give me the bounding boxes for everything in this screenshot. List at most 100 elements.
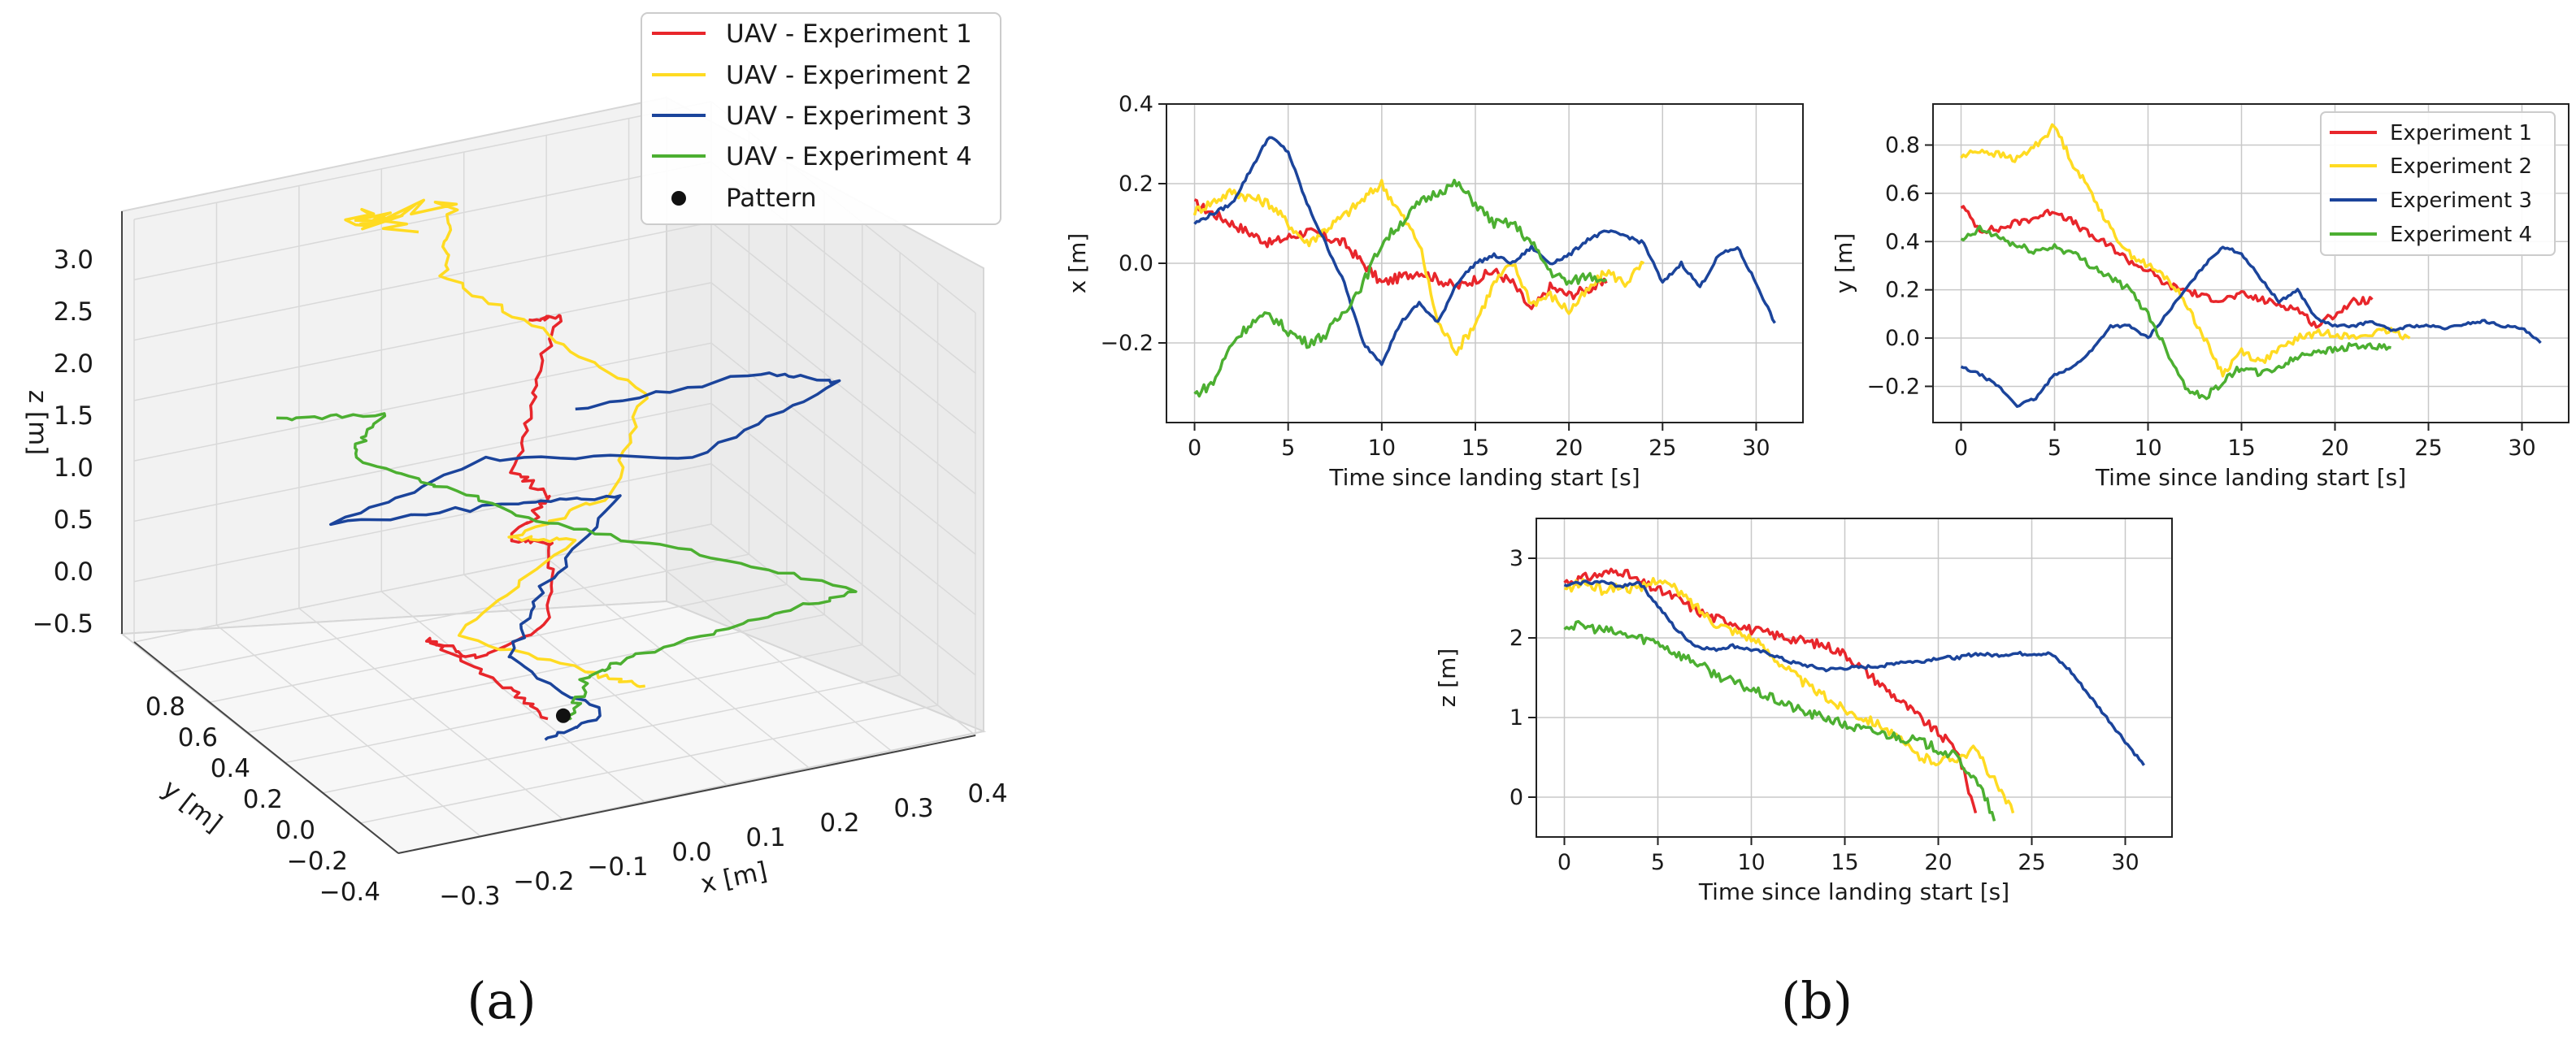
y-tick-label: 1: [1510, 705, 1523, 731]
pattern-marker: [555, 708, 571, 723]
series-line-experiment-3: [1960, 245, 2542, 408]
trajectory-uav---experiment-2: [344, 198, 649, 688]
grid-3d-z: [133, 462, 976, 676]
x-tick-label: 20: [1924, 850, 1952, 875]
grid-3d-z: [133, 342, 976, 555]
legend-y-plot: Experiment 1 Experiment 2 Experiment 3 E…: [2320, 111, 2556, 256]
x-tick-label: 15: [2227, 436, 2255, 461]
plot-frame: [1536, 518, 2173, 838]
grid-3d-z: [133, 402, 976, 616]
z-tick-label: 1.0: [54, 453, 93, 483]
x-axis-label: Time since landing start [s]: [2095, 464, 2406, 491]
x-tick-label: 0.2: [819, 809, 859, 838]
x-tick-label: 0.4: [967, 779, 1007, 809]
y-tick-label: 0.4: [1119, 92, 1153, 117]
y-axis-label: x [m]: [1064, 233, 1091, 294]
y-tick-label: 0.2: [243, 785, 283, 814]
y-tick-label: 0.6: [1885, 181, 1920, 206]
y-axis-line: [133, 641, 399, 854]
x-tick-label: 30: [1742, 436, 1770, 461]
y-tick-label: −0.2: [1100, 331, 1153, 356]
x-tick-label: 5: [1651, 850, 1665, 875]
z-tick-label: 0.0: [54, 557, 93, 587]
y-tick-label: −0.4: [319, 878, 380, 907]
grid-3d-z: [133, 523, 976, 736]
series-line-experiment-1: [1960, 205, 2374, 329]
legend-marker-pattern: [671, 191, 686, 206]
caption-b: (b): [1781, 971, 1853, 1030]
y-tick-label: 0.4: [1885, 229, 1920, 254]
x-tick-label: 0: [1954, 436, 1968, 461]
x-axis-label: Time since landing start [s]: [1698, 878, 2009, 905]
y-tick-label: −0.2: [287, 847, 348, 876]
trajectory-uav---experiment-1: [424, 314, 563, 721]
legend-box: [641, 12, 1001, 225]
legend-label-exp3: UAV - Experiment 3: [726, 102, 972, 131]
y-tick-label: 0.0: [1119, 251, 1153, 276]
series-line-experiment-4: [1563, 619, 1996, 822]
back-pane: [121, 96, 667, 635]
y-tick-label: 0.2: [1119, 171, 1153, 197]
y-tick-label: 0.0: [1885, 326, 1920, 351]
series-line-experiment-3: [1193, 136, 1776, 366]
plot-x-vs-time: 0 5 10 15 20 25 30 −0.2 0.0 0.2 0.4 Time since land…: [1064, 92, 1804, 491]
plot-frame: [1166, 103, 1804, 423]
z-tick-label: 2.5: [54, 297, 93, 327]
x-tick-label: 25: [2414, 436, 2442, 461]
x-tick-label: 20: [2321, 436, 2348, 461]
x-tick-label: 15: [1831, 850, 1858, 875]
series-line-experiment-4: [1960, 224, 2391, 401]
x-tick-label: 25: [1649, 436, 1676, 461]
legend-label-exp3: Experiment 3: [2390, 189, 2532, 213]
plot-y-vs-time: 0 5 10 15 20 25 30 −0.2 0.0 0.2 0.4 0.6 0.8 Time sinc…: [1831, 103, 2569, 491]
series-line-experiment-4: [1193, 178, 1608, 398]
series-line-experiment-2: [1564, 577, 2015, 814]
y-tick-label: 0.8: [1885, 132, 1920, 158]
trajectory-uav---experiment-3: [329, 371, 841, 741]
legend-label-exp2: Experiment 2: [2390, 154, 2532, 179]
x-tick-label: 0.1: [745, 823, 785, 852]
x-tick-label: 15: [1462, 436, 1489, 461]
y-tick-label: 2: [1510, 626, 1523, 651]
x-tick-label: 10: [2134, 436, 2161, 461]
y-tick-label: 0.4: [211, 754, 250, 783]
x-tick-label: −0.2: [513, 867, 574, 896]
x-tick-label: 0.0: [671, 838, 711, 867]
legend-label-exp1: UAV - Experiment 1: [726, 20, 972, 49]
x-tick-label: 0: [1557, 850, 1571, 875]
legend-label-exp4: UAV - Experiment 4: [726, 142, 972, 171]
y-tick-label: 0.2: [1885, 278, 1920, 303]
legend-label-exp1: Experiment 1: [2390, 121, 2532, 145]
legend-3d: UAV - Experiment 1 UAV - Experiment 2 UA…: [641, 12, 1001, 225]
z-tick-label: −0.5: [33, 609, 93, 639]
series-line-experiment-3: [1563, 579, 2145, 766]
series-line-experiment-2: [1192, 179, 1645, 357]
z-axis-label: z [m]: [23, 390, 52, 456]
x-tick-label: −0.3: [439, 882, 500, 911]
x-tick-label: 5: [2048, 436, 2061, 461]
z-tick-label: 3.0: [54, 245, 93, 275]
x-tick-label: 30: [2508, 436, 2535, 461]
x-tick-label: 10: [1368, 436, 1396, 461]
series-line-experiment-1: [1563, 567, 1978, 814]
ticks-3d: 3.02.52.01.51.00.50.0−0.50.80.60.40.20.0…: [33, 245, 1008, 911]
x-axis-line: [397, 735, 976, 854]
x-tick-label: 0.3: [893, 794, 933, 823]
y-axis-label: y [m]: [1831, 233, 1857, 294]
caption-a: (a): [467, 971, 536, 1030]
y-tick-label: 0: [1510, 785, 1523, 810]
x-tick-label: 0: [1188, 436, 1201, 461]
trajectory-uav---experiment-4: [276, 412, 858, 721]
x-tick-label: 25: [2018, 850, 2045, 875]
y-tick-label: 0.6: [178, 723, 218, 752]
y-tick-label: 0.8: [146, 692, 185, 722]
trajectories-3d: [276, 198, 858, 741]
plot-z-vs-time: 0 5 10 15 20 25 30 0 1 2 3 Time since landing start…: [1434, 518, 2173, 905]
x-tick-label: −0.1: [587, 852, 648, 882]
legend-box: [2320, 111, 2556, 256]
x-tick-label: 20: [1555, 436, 1583, 461]
x-tick-label: 30: [2111, 850, 2139, 875]
y-tick-label: 3: [1510, 546, 1523, 571]
